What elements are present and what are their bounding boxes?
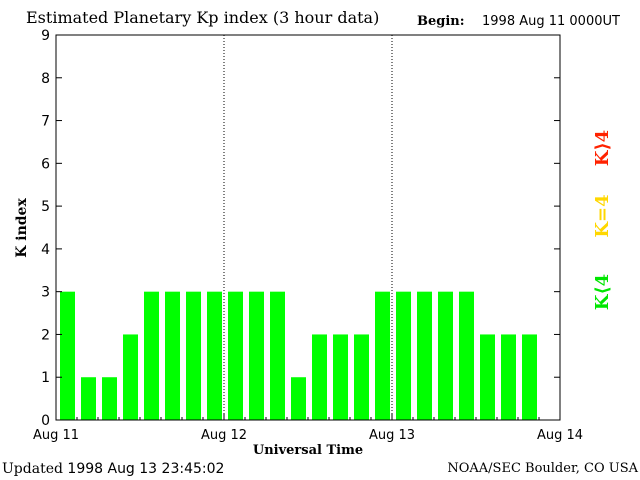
source-credit: NOAA/SEC Boulder, CO USA [447, 461, 638, 476]
x-axis-ticks: Aug 11 Aug 12 Aug 13 Aug 14 [33, 414, 583, 443]
kp-bar [123, 334, 138, 420]
kp-bar [228, 291, 243, 420]
y-tick-label: 3 [41, 285, 50, 301]
legend: K⟨4 K=4 K⟩4 [592, 130, 613, 310]
legend-entry: K⟩4 [592, 130, 613, 166]
kp-bar [396, 291, 411, 420]
kp-bar [522, 334, 537, 420]
kp-bar [375, 291, 390, 420]
kp-bar [501, 334, 516, 420]
kp-bar [417, 291, 432, 420]
kp-bar [459, 291, 474, 420]
y-tick-label: 8 [41, 71, 50, 87]
legend-entry: K⟨4 [592, 274, 613, 310]
y-tick-label: 7 [41, 114, 50, 130]
kp-bar [186, 291, 201, 420]
x-tick-label: Aug 11 [33, 428, 79, 443]
begin-value: 1998 Aug 11 0000UT [482, 14, 620, 29]
kp-bar [81, 377, 96, 420]
y-tick-label: 0 [41, 413, 50, 429]
kp-bar [291, 377, 306, 420]
kp-bar [165, 291, 180, 420]
y-axis-ticks: 0 1 2 3 4 5 6 7 8 9 [41, 28, 560, 429]
x-tick-label: Aug 12 [201, 428, 247, 443]
x-tick-label: Aug 13 [369, 428, 415, 443]
kp-bar [270, 291, 285, 420]
chart-title: Estimated Planetary Kp index (3 hour dat… [26, 8, 380, 27]
kp-bar [333, 334, 348, 420]
kp-bar [249, 291, 264, 420]
y-tick-label: 2 [41, 327, 50, 343]
updated-value: 1998 Aug 13 23:45:02 [67, 461, 225, 477]
legend-entry: K=4 [592, 194, 613, 237]
updated-label: Updated [2, 461, 63, 477]
y-tick-label: 4 [41, 242, 50, 258]
bars-group [60, 291, 537, 420]
updated-timestamp: Updated 1998 Aug 13 23:45:02 [2, 461, 224, 477]
y-axis-label: K index [14, 198, 30, 258]
y-tick-label: 9 [41, 28, 50, 44]
kp-bar [438, 291, 453, 420]
kp-bar [480, 334, 495, 420]
kp-bar [60, 291, 75, 420]
kp-bar [144, 291, 159, 420]
kp-bar [354, 334, 369, 420]
x-axis-label: Universal Time [253, 443, 363, 458]
kp-bar [102, 377, 117, 420]
y-tick-label: 5 [41, 199, 50, 215]
day-separators [223, 35, 393, 420]
kp-bar [207, 291, 222, 420]
x-tick-label: Aug 14 [537, 428, 583, 443]
y-tick-label: 1 [41, 370, 50, 386]
begin-label: Begin: [417, 14, 465, 29]
kp-bar [312, 334, 327, 420]
y-tick-label: 6 [41, 156, 50, 172]
